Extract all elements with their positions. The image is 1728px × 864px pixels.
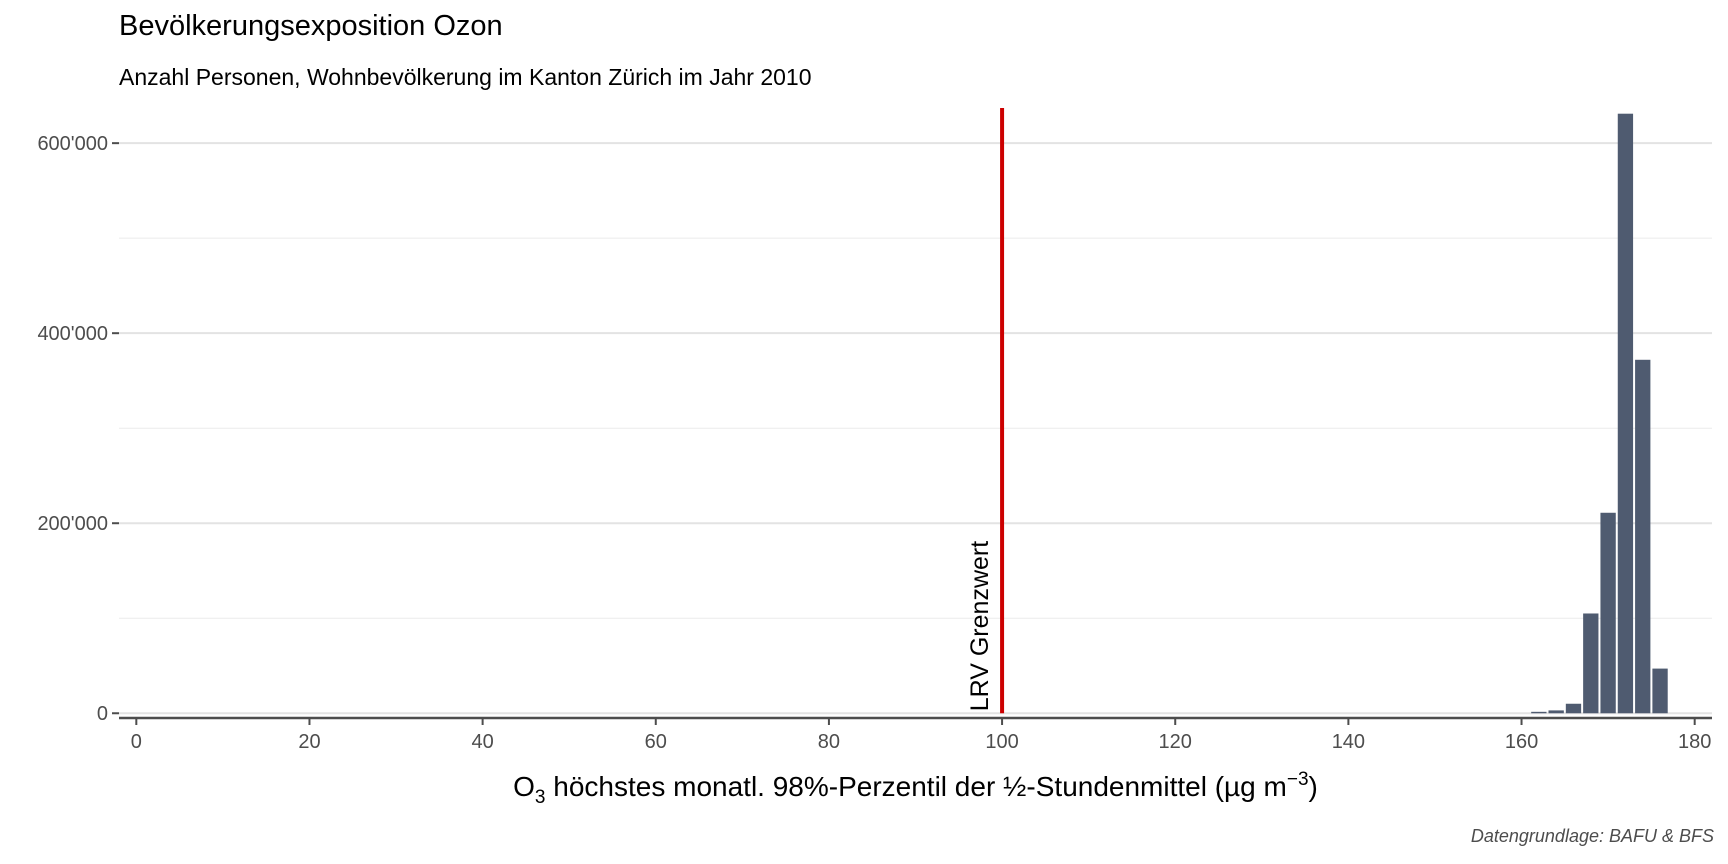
histogram-bar	[1635, 359, 1651, 714]
x-tick-label: 20	[298, 731, 320, 753]
chart-title: Bevölkerungsexposition Ozon	[119, 10, 503, 42]
histogram-bar	[1531, 711, 1547, 714]
x-tick-label: 140	[1332, 731, 1365, 753]
reference-line-label: LRV Grenzwert	[966, 541, 994, 711]
y-tick-label: 600'000	[37, 133, 108, 155]
x-tick-label: 120	[1159, 731, 1192, 753]
chart-subtitle: Anzahl Personen, Wohnbevölkerung im Kant…	[119, 64, 812, 90]
histogram-bar	[1583, 613, 1599, 714]
x-tick-label: 0	[131, 731, 142, 753]
x-axis-title: O3 höchstes monatl. 98%-Perzentil der ½-…	[513, 769, 1318, 808]
histogram-bar	[1548, 710, 1564, 714]
x-tick-label: 40	[471, 731, 493, 753]
histogram-bar	[1617, 113, 1634, 714]
y-tick-label: 400'000	[37, 323, 108, 345]
x-tick-label: 60	[645, 731, 667, 753]
histogram-bar	[1565, 703, 1582, 714]
x-tick-label: 180	[1678, 731, 1711, 753]
histogram-bar	[1652, 668, 1668, 714]
chart-caption: Datengrundlage: BAFU & BFS	[1470, 826, 1714, 846]
x-tick-label: 80	[818, 731, 840, 753]
y-tick-label: 200'000	[37, 513, 108, 535]
histogram-bar	[1600, 512, 1616, 714]
x-tick-label: 100	[985, 731, 1018, 753]
y-tick-label: 0	[97, 703, 108, 725]
x-tick-label: 160	[1505, 731, 1538, 753]
